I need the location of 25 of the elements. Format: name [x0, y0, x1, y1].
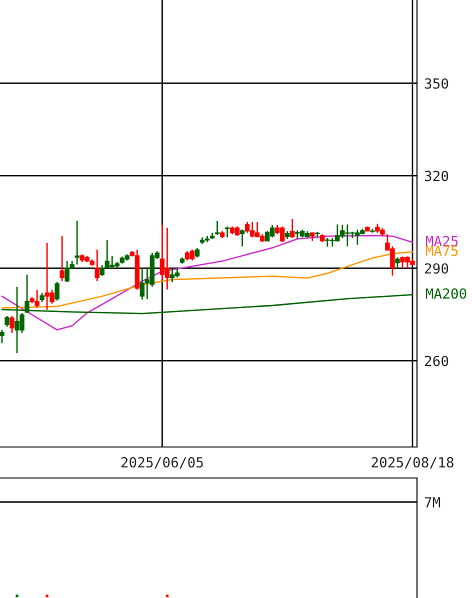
line-series: [1, 234, 414, 331]
candlestick: [40, 292, 44, 303]
x-tick-label: 2025/06/05: [121, 457, 203, 469]
x-tick-label: 2025/08/18: [372, 457, 454, 469]
y-tick-label: 7M: [424, 497, 440, 508]
candlestick: [54, 281, 60, 302]
series-label: MA25: [426, 236, 458, 246]
candlestick: [4, 315, 10, 328]
candlestick: [240, 228, 245, 248]
candlestick: [74, 220, 80, 266]
candlestick: [224, 226, 230, 238]
candlestick: [395, 256, 400, 269]
y-tick-label: 260: [424, 356, 448, 366]
candlestick: [290, 218, 295, 239]
candlestick: [0, 329, 4, 344]
candlestick: [60, 235, 64, 282]
candlestick: [10, 315, 14, 334]
y-tick-label: 290: [424, 263, 448, 274]
series-label: MA200: [426, 288, 466, 299]
series-label: MA75: [426, 246, 458, 256]
y-tick-label: 320: [424, 170, 448, 182]
y-tick-label: 350: [424, 78, 448, 89]
candlestick: [194, 247, 200, 258]
candlestick: [94, 249, 100, 282]
candlestick: [214, 220, 220, 236]
